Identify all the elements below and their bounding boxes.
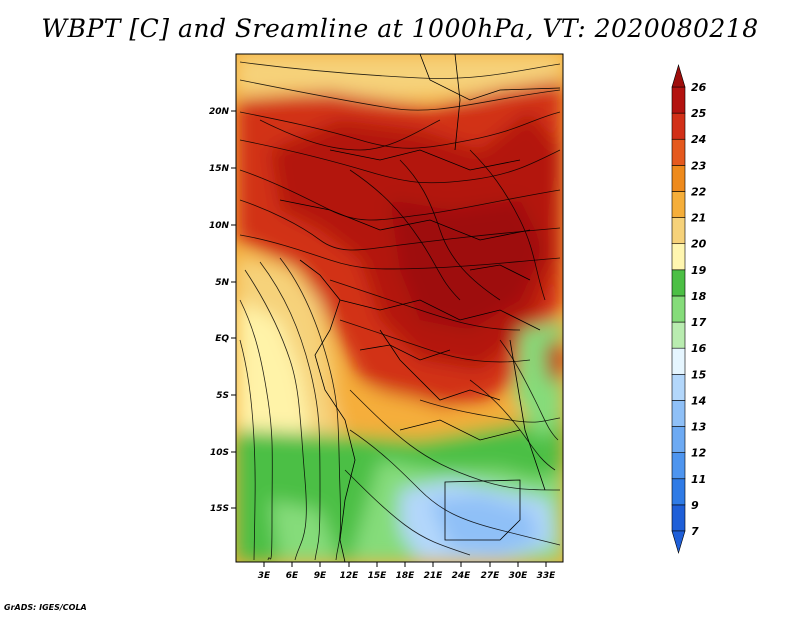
colorbar-swatch [671, 426, 686, 453]
colorbar-swatch [671, 86, 686, 114]
colorbar-swatch [671, 217, 686, 245]
lon-label-21e: 21E [424, 571, 444, 581]
lat-label-5s: 5S [216, 391, 229, 401]
streamlines [239, 61, 561, 561]
wbpt-field [236, 54, 563, 562]
colorbar-swatch [671, 478, 686, 506]
colorbar-label: 16 [691, 342, 707, 355]
lat-label-20n: 20N [209, 107, 230, 117]
colorbar-label: 23 [691, 159, 707, 172]
colorbar-label: 11 [691, 473, 706, 486]
colorbar-label: 19 [691, 264, 707, 277]
colorbar-swatch [671, 112, 686, 140]
colorbar-swatch [671, 373, 686, 401]
colorbar-label: 20 [691, 238, 707, 251]
colorbar-label: 18 [691, 290, 707, 303]
colorbar-label: 9 [691, 499, 699, 512]
colorbar-swatch [671, 269, 686, 297]
colorbar-label: 26 [691, 81, 707, 94]
colorbar-swatch [671, 452, 686, 480]
country-borders [279, 54, 561, 562]
colorbar-bottom-arrow [671, 530, 686, 555]
colorbar-label: 22 [691, 185, 707, 198]
lat-label-5n: 5N [215, 278, 229, 288]
lat-label-15s: 15S [210, 504, 229, 514]
colorbar-swatch [671, 165, 686, 192]
lon-label-24e: 24E [452, 571, 472, 581]
lat-label-10n: 10N [209, 221, 230, 231]
colorbar-label: 13 [691, 421, 707, 434]
colorbar-swatch [671, 191, 686, 218]
lon-label-9e: 9E [314, 571, 327, 581]
lon-label-3e: 3E [258, 571, 271, 581]
map-frame [235, 53, 564, 563]
colorbar-swatch [671, 321, 686, 349]
colorbar-label: 14 [691, 394, 706, 407]
lon-label-12e: 12E [340, 571, 360, 581]
colorbar-swatch [671, 400, 686, 427]
lon-label-6e: 6E [286, 571, 299, 581]
colorbar-swatch [671, 138, 686, 166]
colorbar-label: 21 [691, 212, 706, 225]
colorbar-label: 15 [691, 368, 707, 381]
lon-label-27e: 27E [481, 571, 501, 581]
colorbar: 7 9 11 12 13 14 15 16 17 18 19 20 21 22 23 24 25 26 [671, 63, 707, 555]
grads-credit: GrADS: IGES/COLA [4, 603, 87, 612]
lat-label-15n: 15N [209, 164, 230, 174]
lat-label-eq: EQ [215, 334, 229, 344]
lon-label-33e: 33E [537, 571, 557, 581]
map-title: WBPT [C] and Sreamline at 1000hPa, VT: 2… [41, 14, 759, 43]
colorbar-label: 24 [691, 133, 706, 146]
colorbar-label: 12 [691, 447, 707, 460]
colorbar-label: 7 [691, 525, 699, 538]
colorbar-swatch [671, 347, 686, 375]
lon-label-15e: 15E [368, 571, 388, 581]
colorbar-top-arrow [671, 63, 686, 88]
lon-label-18e: 18E [396, 571, 416, 581]
colorbar-swatch [671, 504, 686, 532]
colorbar-label: 17 [691, 316, 707, 329]
colorbar-label: 25 [691, 107, 707, 120]
colorbar-swatch [671, 295, 686, 323]
lon-label-30e: 30E [509, 571, 529, 581]
colorbar-swatch [671, 243, 686, 271]
lat-label-10s: 10S [210, 448, 229, 458]
